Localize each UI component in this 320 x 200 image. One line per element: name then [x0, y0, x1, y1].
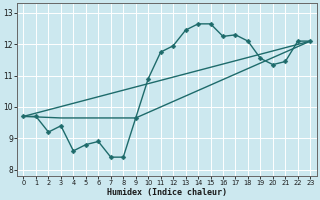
X-axis label: Humidex (Indice chaleur): Humidex (Indice chaleur) [107, 188, 227, 197]
